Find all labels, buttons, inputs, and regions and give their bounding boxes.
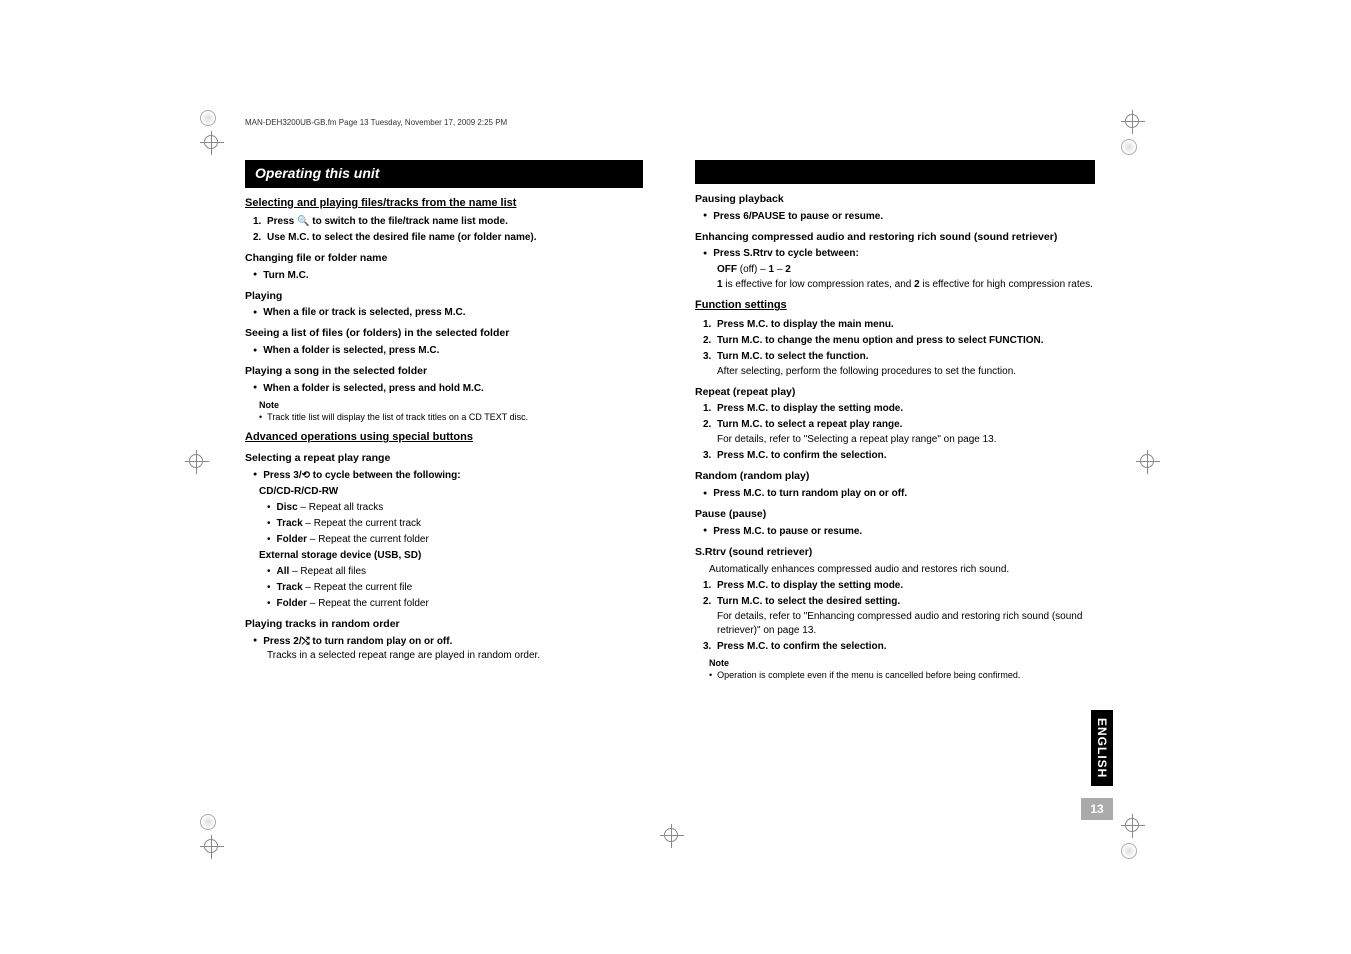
opt-folder1: Folder – Repeat the current folder (267, 533, 655, 547)
opt-track2: Track – Repeat the current file (267, 581, 655, 595)
black-strip (695, 160, 1095, 184)
heading-change-name: Changing file or folder name (245, 251, 655, 266)
label-usb: External storage device (USB, SD) (259, 549, 655, 563)
bullet-turn-mc: Turn M.C. (253, 269, 655, 283)
opt-track1: Track – Repeat the current track (267, 517, 655, 531)
fn-step-3: 3.Turn M.C. to select the function.After… (703, 350, 1105, 379)
heading-list-files: Seeing a list of files (or folders) in t… (245, 326, 655, 341)
heading-playing: Playing (245, 289, 655, 304)
opt-disc: Disc – Repeat all tracks (267, 501, 655, 515)
page-number: 13 (1081, 798, 1113, 820)
bullet-list-files: When a folder is selected, press M.C. (253, 344, 655, 358)
label-cd: CD/CD-R/CD-RW (259, 485, 655, 499)
fn-step-1: 1.Press M.C. to display the main menu. (703, 318, 1105, 332)
heading-pause: Pausing playback (695, 192, 1105, 207)
heading-play-folder: Playing a song in the selected folder (245, 364, 655, 379)
heading-pause2: Pause (pause) (695, 507, 1105, 522)
sr-step-1: 1.Press M.C. to display the setting mode… (703, 579, 1105, 593)
bullet-press-3: Press 3/⟲ to cycle between the following… (253, 469, 655, 483)
crop-mark-top-right (1121, 110, 1151, 140)
heading-function: Function settings (695, 298, 1105, 313)
heading-random: Playing tracks in random order (245, 617, 655, 632)
page-header-line: MAN-DEH3200UB-GB.fm Page 13 Tuesday, Nov… (245, 118, 507, 127)
bullet-random: Press 2/⤭ to turn random play on or off.… (253, 635, 655, 663)
bullet-pause: Press 6/PAUSE to pause or resume. (703, 210, 1105, 224)
fn-step-2: 2.Turn M.C. to change the menu option an… (703, 334, 1105, 348)
sr-step-3: 3.Press M.C. to confirm the selection. (703, 640, 1105, 654)
crop-mark-top-left (200, 110, 230, 140)
heading-srtrv2: S.Rtrv (sound retriever) (695, 545, 1105, 560)
srtrv2-desc: Automatically enhances compressed audio … (709, 563, 1105, 577)
bullet-random2: Press M.C. to turn random play on or off… (703, 487, 1105, 501)
rpt-step-2: 2.Turn M.C. to select a repeat play rang… (703, 418, 1105, 447)
right-column: Pausing playback Press 6/PAUSE to pause … (695, 160, 1105, 682)
srtrv-desc: 1 is effective for low compression rates… (717, 278, 1105, 292)
bullet-playing: When a file or track is selected, press … (253, 306, 655, 320)
note-text: Track title list will display the list o… (259, 411, 655, 424)
step-1: 1.Press 🔍 to switch to the file/track na… (253, 215, 655, 229)
heading-srtrv: Enhancing compressed audio and restoring… (695, 230, 1105, 245)
note-label-2: Note (709, 657, 1105, 670)
section-title-bar: Operating this unit (245, 160, 643, 188)
heading-repeat-range: Selecting a repeat play range (245, 451, 655, 466)
note-label: Note (259, 399, 655, 412)
crop-mark-mid-left (185, 450, 215, 480)
page-content: Operating this unit Selecting and playin… (245, 160, 1105, 682)
heading-advanced: Advanced operations using special button… (245, 430, 655, 445)
crop-mark-mid-right (1136, 450, 1166, 480)
crop-mark-bottom-right (1121, 814, 1151, 844)
crop-mark-bottom-left (200, 814, 230, 844)
left-column: Operating this unit Selecting and playin… (245, 160, 655, 682)
bullet-play-folder: When a folder is selected, press and hol… (253, 382, 655, 396)
crop-mark-bottom-mid (660, 824, 690, 854)
heading-repeat: Repeat (repeat play) (695, 385, 1105, 400)
opt-folder2: Folder – Repeat the current folder (267, 597, 655, 611)
bullet-srtrv: Press S.Rtrv to cycle between: (703, 247, 1105, 261)
heading-random2: Random (random play) (695, 469, 1105, 484)
rpt-step-3: 3.Press M.C. to confirm the selection. (703, 449, 1105, 463)
language-tab: ENGLISH (1091, 710, 1113, 786)
rpt-step-1: 1.Press M.C. to display the setting mode… (703, 402, 1105, 416)
bullet-pause2: Press M.C. to pause or resume. (703, 525, 1105, 539)
step-2: 2.Use M.C. to select the desired file na… (253, 231, 655, 245)
note-text-2: Operation is complete even if the menu i… (709, 669, 1105, 682)
heading-name-list: Selecting and playing files/tracks from … (245, 196, 655, 211)
srtrv-options: OFF (off) – 1 – 2 (717, 263, 1105, 277)
opt-all: All – Repeat all files (267, 565, 655, 579)
sr-step-2: 2.Turn M.C. to select the desired settin… (703, 595, 1105, 638)
